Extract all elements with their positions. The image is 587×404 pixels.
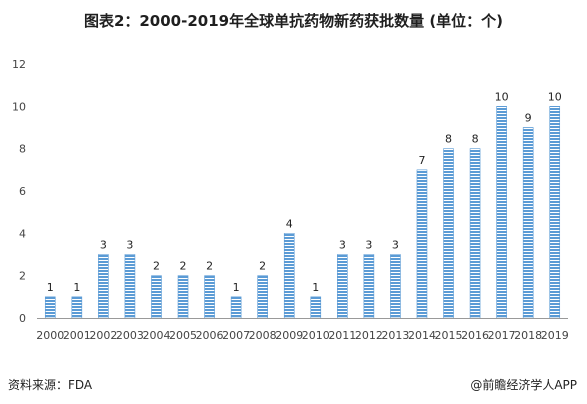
data-label-2019: 10 [548, 90, 562, 103]
data-label-2008: 2 [259, 260, 266, 273]
x-tick-label-2017: 2017 [488, 329, 516, 342]
y-tick-label: 6 [19, 185, 26, 198]
brand-note: @前瞻经济学人APP [470, 378, 577, 392]
bar-2012 [363, 254, 375, 319]
x-axis: 2000200120022003200420052006200720082009… [36, 318, 569, 342]
bar-2006 [204, 275, 215, 319]
data-label-2016: 8 [472, 133, 479, 146]
y-tick-label: 2 [19, 270, 26, 283]
bar-2009 [283, 233, 295, 319]
bar-2008 [257, 275, 268, 319]
x-tick-label-2016: 2016 [461, 329, 489, 342]
bar-2013 [390, 254, 401, 319]
data-label-2017: 10 [495, 90, 509, 103]
data-label-2000: 1 [47, 281, 54, 294]
bar-2019 [549, 106, 561, 319]
bar-2011 [337, 254, 348, 319]
source-note: 资料来源：FDA [8, 378, 93, 392]
data-label-2007: 1 [233, 281, 240, 294]
y-tick-label: 10 [12, 100, 26, 113]
bar-2007 [230, 296, 242, 319]
data-label-2011: 3 [339, 239, 346, 252]
bar-2005 [177, 275, 189, 319]
x-tick-label-2012: 2012 [355, 329, 383, 342]
x-tick-label-2002: 2002 [89, 329, 117, 342]
bar-2018 [522, 127, 534, 319]
x-tick-label-2014: 2014 [408, 329, 436, 342]
x-tick-label-2007: 2007 [222, 329, 250, 342]
data-label-2014: 7 [418, 154, 425, 167]
data-label-2012: 3 [365, 239, 372, 252]
data-label-2018: 9 [525, 112, 532, 125]
bar-2017 [496, 106, 507, 319]
bar-2004 [151, 275, 162, 319]
bar-2014 [416, 169, 428, 319]
data-label-2010: 1 [312, 281, 319, 294]
bar-2002 [98, 254, 109, 319]
chart-title: 图表2：2000-2019年全球单抗药物新药获批数量 (单位：个) [83, 12, 504, 30]
bar-2003 [124, 254, 136, 319]
bar-2010 [310, 296, 322, 319]
x-tick-label-2013: 2013 [381, 329, 409, 342]
bars-group: 1 1 3 3 2 2 2 1 2 4 1 3 3 3 7 8 8 10 9 10 [44, 90, 562, 319]
x-tick-label-2011: 2011 [328, 329, 356, 342]
x-tick-label-2005: 2005 [169, 329, 197, 342]
data-label-2001: 1 [73, 281, 80, 294]
data-label-2003: 3 [126, 239, 133, 252]
x-tick-label-2018: 2018 [514, 329, 542, 342]
data-label-2006: 2 [206, 260, 213, 273]
x-tick-label-2003: 2003 [116, 329, 144, 342]
y-axis: 0 2 4 6 8 10 12 [12, 58, 26, 325]
x-tick-label-2015: 2015 [435, 329, 463, 342]
data-label-2015: 8 [445, 133, 452, 146]
x-tick-label-2006: 2006 [196, 329, 224, 342]
x-tick-label-2001: 2001 [63, 329, 91, 342]
y-tick-label: 8 [19, 143, 26, 156]
data-label-2013: 3 [392, 239, 399, 252]
bar-2015 [443, 148, 454, 319]
data-label-2005: 2 [180, 260, 187, 273]
data-label-2002: 3 [100, 239, 107, 252]
bar-2001 [71, 296, 83, 319]
data-label-2009: 4 [286, 217, 293, 230]
x-tick-label-2010: 2010 [302, 329, 330, 342]
x-tick-label-2009: 2009 [275, 329, 303, 342]
x-tick-label-2008: 2008 [249, 329, 277, 342]
y-tick-label: 12 [12, 58, 26, 71]
data-label-2004: 2 [153, 260, 160, 273]
y-tick-label: 0 [19, 312, 26, 325]
y-tick-label: 4 [19, 227, 26, 240]
x-tick-label-2000: 2000 [36, 329, 64, 342]
bar-2016 [469, 148, 481, 319]
bar-2000 [44, 296, 56, 319]
x-tick-label-2019: 2019 [541, 329, 569, 342]
x-tick-label-2004: 2004 [142, 329, 170, 342]
